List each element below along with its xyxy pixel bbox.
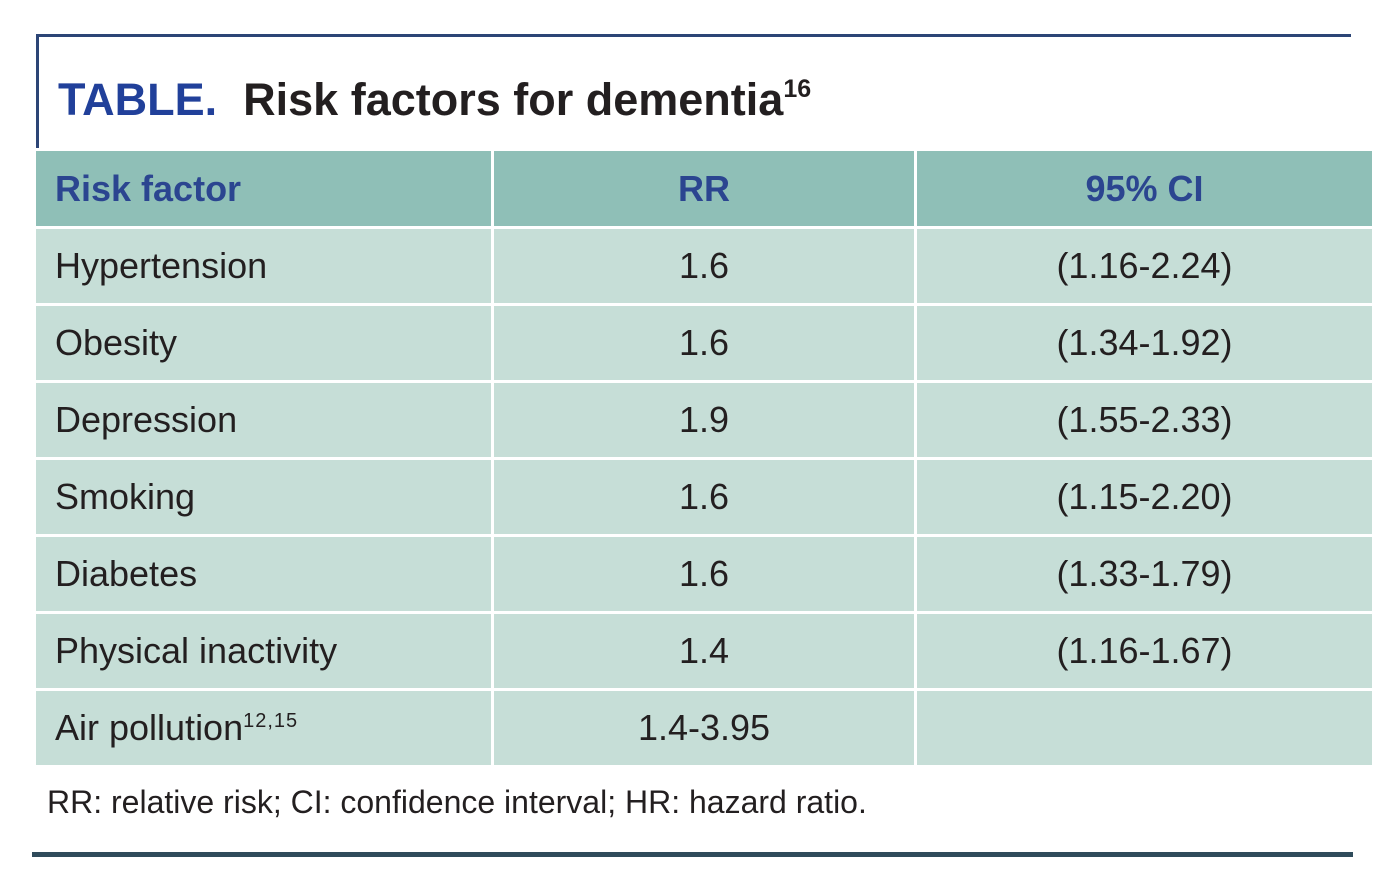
table-row-smoking: Smoking 1.6 (1.15-2.20) bbox=[36, 460, 1372, 534]
cell-factor: Physical inactivity bbox=[36, 614, 491, 688]
risk-factors-table: Risk factor RR 95% CI Hypertension 1.6 (… bbox=[33, 148, 1375, 768]
cell-ci: (1.16-1.67) bbox=[917, 614, 1372, 688]
cell-rr: 1.9 bbox=[494, 383, 914, 457]
table-row-depression: Depression 1.9 (1.55-2.33) bbox=[36, 383, 1372, 457]
cell-rr: 1.6 bbox=[494, 229, 914, 303]
cell-factor: Hypertension bbox=[36, 229, 491, 303]
cell-ci: (1.16-2.24) bbox=[917, 229, 1372, 303]
cell-ci: (1.15-2.20) bbox=[917, 460, 1372, 534]
table-row-diabetes: Diabetes 1.6 (1.33-1.79) bbox=[36, 537, 1372, 611]
table-row-obesity: Obesity 1.6 (1.34-1.92) bbox=[36, 306, 1372, 380]
cell-rr: 1.6 bbox=[494, 306, 914, 380]
cell-rr: 1.4-3.95 bbox=[494, 691, 914, 765]
footnote-abbreviations: RR: relative risk; CI: confidence interv… bbox=[47, 784, 867, 820]
factor-label: Physical inactivity bbox=[55, 630, 338, 671]
cell-rr: 1.6 bbox=[494, 460, 914, 534]
table-title-superscript: 16 bbox=[783, 75, 812, 103]
table-row-hypertension: Hypertension 1.6 (1.16-2.24) bbox=[36, 229, 1372, 303]
factor-superscript: 12,15 bbox=[243, 710, 299, 732]
table-row-physical-inactivity: Physical inactivity 1.4 (1.16-1.67) bbox=[36, 614, 1372, 688]
table-row-air-pollution: Air pollution12,15 1.4-3.95 bbox=[36, 691, 1372, 765]
bottom-rule-divider bbox=[32, 852, 1353, 857]
table-body: Hypertension 1.6 (1.16-2.24) Obesity 1.6… bbox=[36, 229, 1372, 765]
factor-label: Depression bbox=[55, 399, 238, 440]
table-title-box: TABLE. Risk factors for dementia16 bbox=[36, 34, 1351, 148]
cell-ci: (1.34-1.92) bbox=[917, 306, 1372, 380]
cell-factor: Obesity bbox=[36, 306, 491, 380]
cell-rr: 1.4 bbox=[494, 614, 914, 688]
factor-label: Smoking bbox=[55, 476, 196, 517]
column-header-rr: RR bbox=[494, 151, 914, 226]
cell-rr: 1.6 bbox=[494, 537, 914, 611]
factor-label: Hypertension bbox=[55, 245, 268, 286]
cell-ci: (1.33-1.79) bbox=[917, 537, 1372, 611]
cell-factor: Diabetes bbox=[36, 537, 491, 611]
column-header-risk-factor: Risk factor bbox=[36, 151, 491, 226]
cell-ci bbox=[917, 691, 1372, 765]
header-row: Risk factor RR 95% CI bbox=[36, 151, 1372, 226]
table-title-text: Risk factors for dementia bbox=[243, 74, 784, 125]
table-title-label: TABLE. bbox=[58, 74, 218, 125]
cell-factor: Air pollution12,15 bbox=[36, 691, 491, 765]
table-header: Risk factor RR 95% CI bbox=[36, 151, 1372, 226]
factor-label: Obesity bbox=[55, 322, 178, 363]
column-header-ci: 95% CI bbox=[917, 151, 1372, 226]
cell-factor: Depression bbox=[36, 383, 491, 457]
cell-factor: Smoking bbox=[36, 460, 491, 534]
factor-label: Diabetes bbox=[55, 553, 198, 594]
factor-label: Air pollution bbox=[55, 707, 244, 748]
cell-ci: (1.55-2.33) bbox=[917, 383, 1372, 457]
table-title: TABLE. Risk factors for dementia16 bbox=[39, 37, 1351, 125]
